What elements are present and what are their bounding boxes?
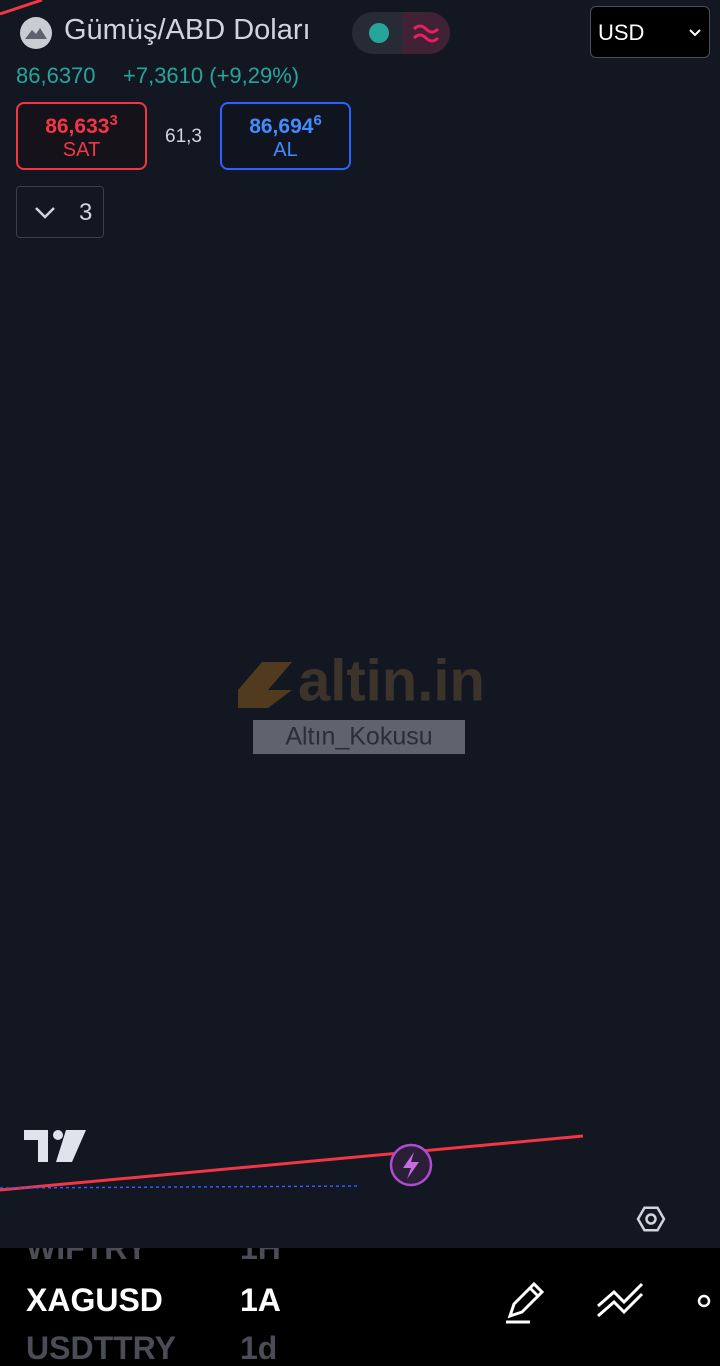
- trend-line: [0, 0, 43, 16]
- watchlist-row[interactable]: USDTTRY 1d: [26, 1330, 277, 1366]
- background: [0, 0, 720, 1248]
- buy-price-line: 86,6946: [222, 112, 349, 139]
- symbol-icon: [20, 17, 52, 49]
- price-change: +7,3610 (+9,29%): [123, 63, 300, 88]
- watchlist-row[interactable]: WIFTRY 1H: [26, 1248, 281, 1267]
- watch-symbol: USDTTRY: [26, 1330, 176, 1366]
- wave-icon: [412, 24, 440, 43]
- chevron-path: [35, 207, 55, 219]
- sell-price-line: 86,6333: [18, 112, 145, 139]
- watch-symbol: XAGUSD: [26, 1282, 163, 1318]
- symbol-title[interactable]: Gümüş/ABD Doları: [64, 14, 311, 46]
- gear-center: [645, 1213, 657, 1225]
- watermark-brand: altin.in: [298, 648, 485, 713]
- tv-logo-part: [24, 1130, 48, 1162]
- icon-mountain: [25, 28, 47, 39]
- sell-label: SAT: [62, 139, 101, 161]
- symbol-icon-art: [25, 28, 47, 39]
- pink-section: [402, 12, 450, 54]
- lightning-icon: [403, 1152, 419, 1179]
- watch-interval: 1H: [240, 1248, 281, 1266]
- buy-price: 86,694: [249, 115, 314, 138]
- dropdown-arrow: [689, 29, 701, 37]
- watermark-user-box: [253, 720, 465, 754]
- currency: USD: [598, 20, 645, 45]
- chevron: [35, 207, 55, 219]
- trend-line: [0, 1134, 584, 1192]
- lines-icon: [597, 1282, 644, 1318]
- sell-pip: 3: [109, 112, 118, 129]
- buy-label: AL: [273, 139, 298, 161]
- watermark: altin.in: [238, 648, 485, 713]
- watchlist: WIFTRY 1H XAGUSD 1A USDTTRY 1d: [0, 1248, 720, 1366]
- indicator-count: 3: [79, 199, 93, 226]
- spread: 61,3: [165, 126, 202, 147]
- watermark-user: Altın_Kokusu: [285, 723, 432, 751]
- watermark-logo: [238, 662, 292, 708]
- buy-pip: 6: [313, 112, 322, 129]
- indicator-toggle[interactable]: 3: [16, 186, 104, 238]
- dropdown-path: [689, 29, 701, 37]
- tv-logo-part: [56, 1130, 86, 1162]
- tv-logo-part: [53, 1130, 63, 1140]
- currency-select[interactable]: USD: [590, 6, 710, 58]
- line-tool[interactable]: [594, 1276, 650, 1326]
- market-open-dot: [369, 23, 389, 43]
- wave-lines: [412, 24, 440, 43]
- buy-button[interactable]: 86,6946 AL: [220, 102, 351, 170]
- watch-interval: 1d: [240, 1330, 278, 1366]
- more-icon: [697, 1294, 711, 1308]
- pen-icon: [506, 1281, 545, 1324]
- watchlist-row[interactable]: XAGUSD 1A: [26, 1282, 281, 1319]
- gear-shape: [636, 1206, 666, 1232]
- chart: altin.in Altın_Kokusu: [0, 0, 720, 1248]
- status-pill[interactable]: [352, 12, 450, 54]
- tv-logo: [24, 1130, 86, 1162]
- last-price: 86,6370: [16, 63, 96, 88]
- dashed-line: [0, 1185, 361, 1189]
- sell-button[interactable]: 86,6333 SAT: [16, 102, 147, 170]
- draw-tool[interactable]: [500, 1276, 550, 1326]
- sell-price: 86,633: [45, 115, 110, 138]
- more-tool[interactable]: [696, 1288, 720, 1314]
- watch-interval: 1A: [240, 1282, 281, 1318]
- settings-button[interactable]: [636, 1206, 666, 1232]
- watch-symbol: WIFTRY: [26, 1248, 148, 1266]
